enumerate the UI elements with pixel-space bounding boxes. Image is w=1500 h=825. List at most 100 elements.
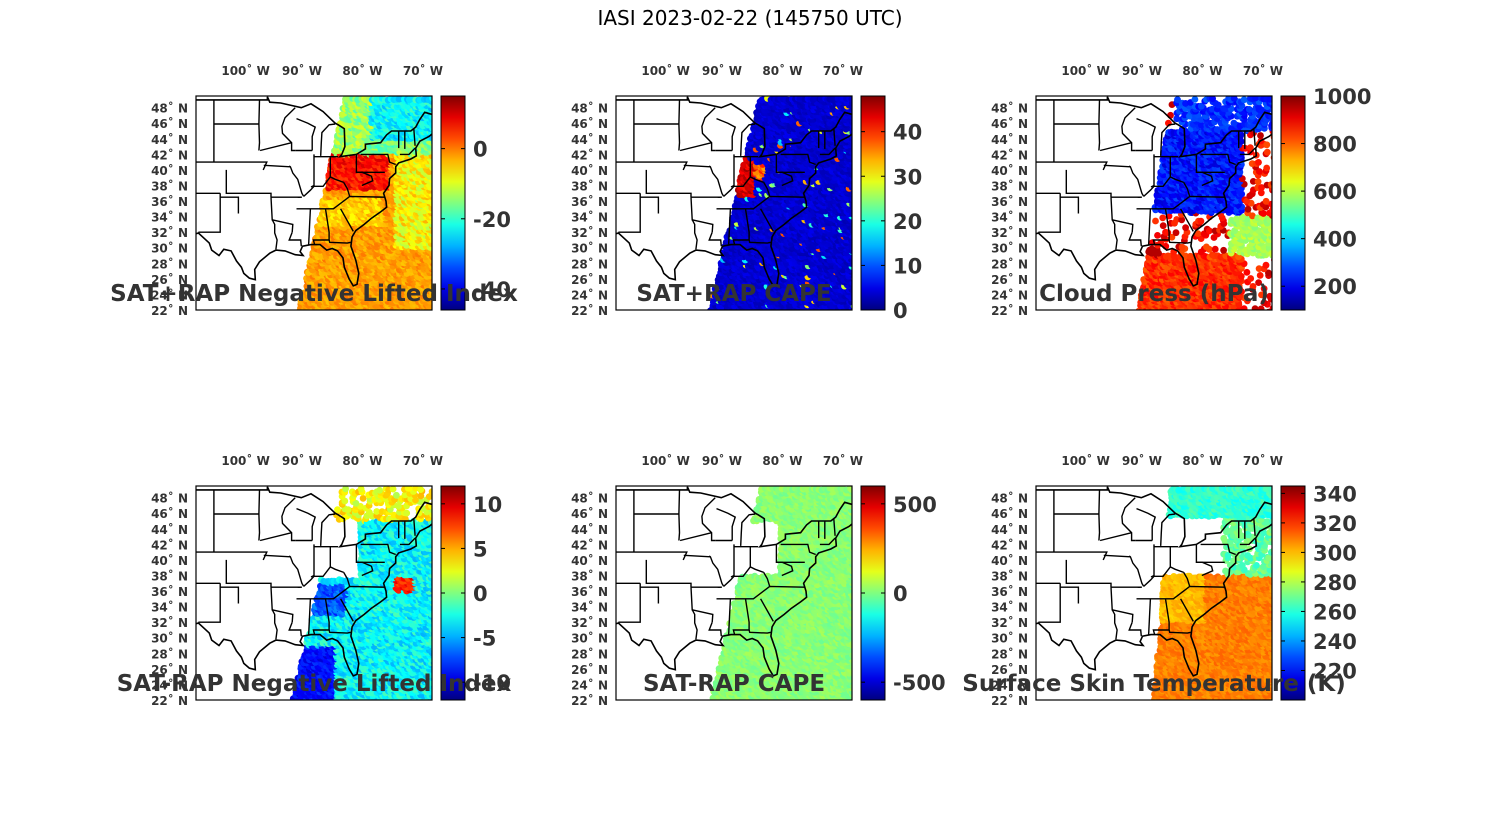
latitude-label: 38˚ N — [151, 178, 188, 193]
state-border — [270, 197, 278, 250]
state-border — [320, 123, 336, 156]
state-border — [219, 193, 240, 214]
swath-dot — [851, 185, 852, 189]
swath-dot — [851, 208, 852, 211]
colorbar-tick-label: -40 — [473, 278, 511, 302]
state-border — [288, 231, 302, 247]
swath-dot — [852, 163, 859, 170]
state-border — [225, 169, 272, 198]
swath-dot — [852, 226, 859, 233]
swath-dot — [431, 111, 432, 114]
latitude-label: 30˚ N — [151, 241, 188, 256]
latitude-label: 40˚ N — [151, 163, 188, 178]
latitude-label: 36˚ N — [151, 194, 188, 209]
swath-dot — [431, 107, 432, 110]
swath-dot — [851, 274, 852, 276]
state-border — [198, 197, 221, 233]
panel-title: SAT+RAP Negative Lifted Index — [110, 281, 518, 307]
swath-dot — [431, 114, 432, 118]
state-border — [399, 147, 416, 156]
swath-dot — [852, 177, 859, 184]
swath-dot — [432, 240, 439, 247]
state-border — [310, 154, 315, 188]
state-border — [258, 99, 261, 151]
swath-dot — [851, 195, 852, 198]
state-border — [356, 171, 374, 187]
latitude-label: 28˚ N — [151, 256, 188, 271]
swath-dot — [852, 231, 859, 238]
swath-dot — [851, 245, 852, 247]
map-panel-sat-rap-cape: 100˚ W 90˚ W 80˚ W 70˚ W 48˚ N 46˚ N 44˚ N 42˚ … — [520, 55, 980, 335]
longitude-label: 70˚ W — [403, 63, 443, 78]
swath-dot — [431, 158, 432, 160]
latitude-label: 44˚ N — [151, 132, 188, 147]
state-border — [360, 153, 396, 166]
map-panel-sat-rap-li: 100˚ W 90˚ W 80˚ W 70˚ W 48˚ N 46˚ N 44˚ N 42˚ … — [100, 55, 560, 335]
swath-dot — [852, 268, 859, 275]
us-coastline-border — [196, 96, 432, 287]
swath-dot — [431, 206, 432, 210]
swath-dot — [432, 96, 439, 103]
satellite-swath — [707, 96, 859, 310]
swath-dot — [852, 219, 859, 226]
swath-dot — [431, 244, 432, 248]
swath-dot — [431, 257, 432, 261]
latitude-label: 46˚ N — [151, 116, 188, 131]
state-border — [196, 161, 268, 171]
swath-dot — [851, 238, 852, 242]
swath-dot — [432, 233, 439, 240]
longitude-label: 90˚ W — [282, 63, 322, 78]
swath-dot — [852, 180, 859, 187]
state-border — [263, 164, 291, 168]
colorbar-tick-label: -20 — [473, 208, 511, 232]
swath-dot — [431, 103, 432, 107]
latitude-label: 24˚ N — [151, 287, 188, 302]
latitude-label: 42˚ N — [151, 147, 188, 162]
state-border — [343, 182, 351, 197]
map-canvas: 100˚ W 90˚ W 80˚ W 70˚ W48˚ N46˚ N44˚ N42˚ … — [571, 63, 922, 323]
swath-dot — [431, 123, 432, 127]
state-border — [339, 208, 354, 232]
state-border — [303, 176, 344, 197]
latitude-label: 48˚ N — [151, 101, 188, 116]
latitude-label: 26˚ N — [151, 272, 188, 287]
state-border — [328, 239, 352, 244]
swath-dot — [432, 125, 439, 132]
swath-dot — [429, 96, 432, 102]
map-frame — [195, 95, 433, 311]
colorbar-tick-label: 0 — [473, 138, 488, 162]
swath-dot — [431, 183, 432, 185]
latitude-label: 22˚ N — [151, 303, 188, 318]
colorbar — [440, 95, 466, 311]
swath-dot — [431, 133, 432, 137]
swath-dot — [851, 250, 852, 254]
satellite-swath — [295, 96, 439, 310]
state-border — [296, 195, 385, 210]
swath-dot — [432, 247, 439, 254]
longitude-label: 100˚ W — [221, 63, 269, 78]
state-border — [296, 117, 317, 151]
swath-dot — [431, 129, 432, 133]
map-canvas: 100˚ W 90˚ W 80˚ W 70˚ W 48˚ N46˚ N44˚ N42˚ … — [151, 63, 511, 318]
swath-dot — [431, 199, 432, 201]
swath-dot — [431, 101, 432, 104]
state-border — [281, 107, 296, 152]
state-border — [307, 208, 312, 246]
swath-dot — [852, 188, 859, 195]
state-border — [271, 219, 294, 233]
longitude-label: 80˚ W — [342, 63, 382, 78]
latitude-label: 34˚ N — [151, 210, 188, 225]
latitude-label: 32˚ N — [151, 225, 188, 240]
swath-dot — [432, 151, 439, 158]
swath-dot — [431, 118, 432, 121]
swath-dot — [431, 149, 432, 153]
state-border — [259, 142, 292, 152]
figure-title: IASI 2023-02-22 (145750 UTC) — [597, 6, 903, 30]
state-border — [288, 165, 305, 197]
swath-dot — [431, 190, 432, 192]
swath-dot — [852, 253, 859, 260]
swath-dot — [851, 214, 852, 218]
state-border — [413, 128, 416, 146]
swath-dot — [851, 258, 852, 262]
swath-dot — [852, 218, 859, 225]
